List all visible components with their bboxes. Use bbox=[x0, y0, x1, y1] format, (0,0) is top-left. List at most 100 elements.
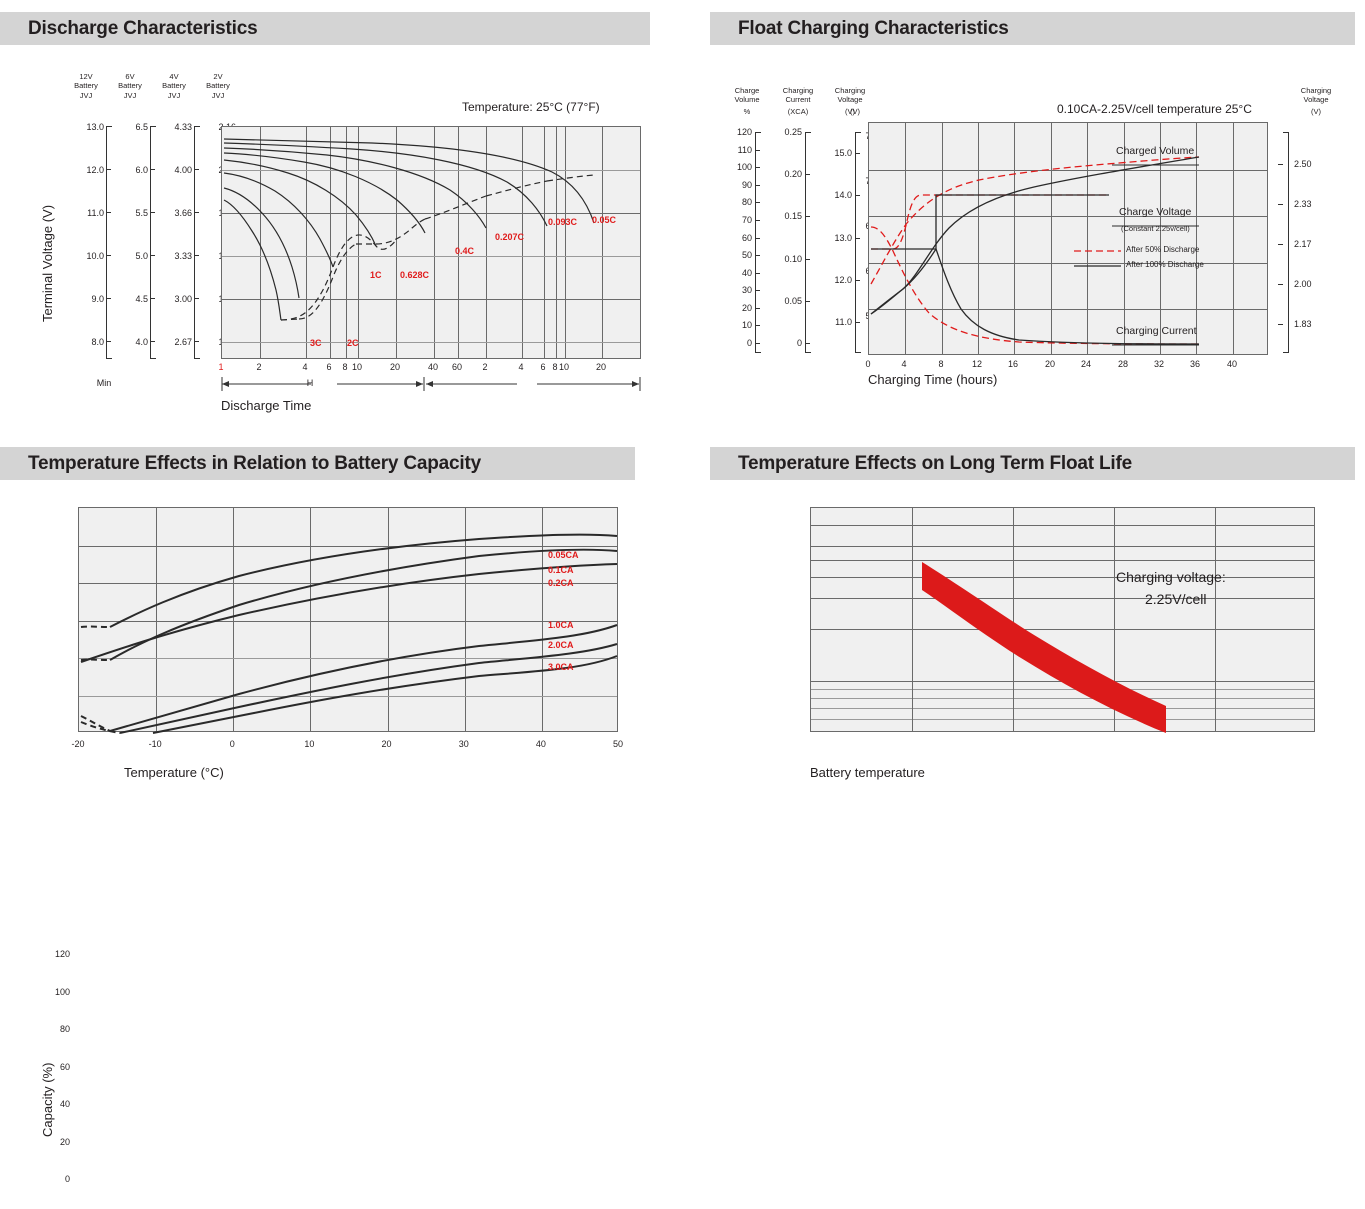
float-current-value-3: 0.10 bbox=[784, 253, 802, 264]
floatlife-annotation-line2: 2.25V/cell bbox=[1145, 591, 1207, 607]
capacity-gridline-h-3 bbox=[79, 621, 617, 622]
discharge-scale-2-tick-3 bbox=[194, 255, 199, 256]
float-xtick-8: 32 bbox=[1153, 359, 1164, 369]
float-volume-tick-12 bbox=[755, 343, 760, 344]
float-right-value-2: 2.17 bbox=[1294, 239, 1312, 249]
float-right-value-3: 2.00 bbox=[1294, 279, 1312, 289]
float-head-charging-voltage: Charging Voltage bbox=[834, 86, 866, 105]
float-x-axis-label: Charging Time (hours) bbox=[868, 372, 998, 387]
discharge-gridline-v-1 bbox=[260, 127, 261, 358]
float-right-value-1: 2.33 bbox=[1294, 199, 1312, 209]
discharge-scale-0-tick-3 bbox=[106, 255, 111, 256]
discharge-xtick-10: 4 bbox=[518, 362, 524, 372]
float-chgvolt-value-1: 14.0 bbox=[834, 190, 852, 201]
float-xtick-3: 12 bbox=[971, 359, 982, 369]
float-scale-bracket-volume bbox=[755, 132, 761, 353]
capacity-xtick-4: 20 bbox=[381, 739, 392, 749]
float-volume-value-5: 70 bbox=[741, 214, 752, 225]
discharge-scale-1-tick-5 bbox=[150, 341, 155, 342]
float-volume-tick-10 bbox=[755, 307, 760, 309]
discharge-condition-note: Temperature: 25°C (77°F) bbox=[462, 100, 600, 114]
capacity-x-axis-label: Temperature (°C) bbox=[124, 765, 224, 780]
float-chgvolt-value-0: 15.0 bbox=[834, 148, 852, 159]
float-chgvolt-tick-1 bbox=[855, 195, 860, 197]
discharge-scale-1-value-0: 6.5 bbox=[135, 122, 148, 132]
float-chgvolt-value-3: 12.0 bbox=[834, 274, 852, 285]
float-gridline-v-1 bbox=[905, 123, 906, 354]
float-chgvolt-value-4: 11.0 bbox=[835, 316, 852, 327]
float-current-tick-1 bbox=[805, 174, 810, 176]
float-gridline-v-10 bbox=[1233, 123, 1234, 354]
float-volume-value-8: 40 bbox=[741, 267, 752, 278]
capacity-ytick-4: 40 bbox=[59, 1099, 70, 1109]
float-volume-value-9: 30 bbox=[741, 285, 752, 296]
float-unit-percent: % bbox=[743, 107, 751, 116]
discharge-range-brackets bbox=[221, 377, 641, 391]
float-current-tick-3 bbox=[805, 258, 810, 260]
discharge-scale-0-value-3: 10.0 bbox=[86, 251, 104, 261]
capacity-gridline-v-2 bbox=[233, 508, 234, 731]
discharge-scale-1-tick-4 bbox=[150, 298, 155, 299]
capacity-gridline-h-2 bbox=[79, 583, 617, 584]
float-plot-area: Charged Volume Charge Voltage (Constant … bbox=[868, 122, 1268, 355]
discharge-scale-2-value-0: 4.33 bbox=[174, 122, 192, 132]
discharge-label-0093c: 0.093C bbox=[548, 217, 578, 227]
scale-head-6v: 6V Battery JVJ bbox=[118, 72, 142, 100]
discharge-xtick-7: 40 bbox=[427, 362, 438, 372]
float-right-tick-2 bbox=[1278, 244, 1283, 245]
float-right-tick-4 bbox=[1278, 324, 1283, 325]
float-volume-tick-9 bbox=[755, 290, 760, 292]
discharge-scale-2-tick-5 bbox=[194, 341, 199, 342]
discharge-scale-2-value-2: 3.66 bbox=[174, 208, 192, 218]
panel-floatlife: Temperature Effects on Long Term Float L… bbox=[710, 447, 1365, 792]
discharge-scale-0-value-5: 8.0 bbox=[91, 337, 104, 347]
capacity-ytick-5: 20 bbox=[59, 1136, 70, 1147]
float-chgvolt-tick-0 bbox=[855, 153, 860, 155]
floatlife-x-axis-label: Battery temperature bbox=[810, 765, 925, 780]
discharge-gridline-v-3 bbox=[330, 127, 331, 358]
panel-float-header: Float Charging Characteristics bbox=[710, 12, 1355, 45]
discharge-xtick-13: 10 bbox=[558, 362, 569, 372]
float-xtick-0: 0 bbox=[865, 359, 871, 369]
discharge-gridline-v-12 bbox=[556, 127, 557, 358]
discharge-gridline-v-14 bbox=[602, 127, 603, 358]
capacity-label-30ca: 3.0CA bbox=[548, 662, 574, 672]
panel-capacity-header: Temperature Effects in Relation to Batte… bbox=[0, 447, 635, 480]
float-current-tick-5 bbox=[805, 343, 810, 344]
float-current-value-1: 0.20 bbox=[784, 169, 802, 180]
discharge-xtick-8: 60 bbox=[451, 362, 462, 372]
scale-head-4v: 4V Battery JVJ bbox=[162, 72, 186, 100]
float-gridline-v-5 bbox=[1051, 123, 1052, 354]
discharge-scale-1-tick-2 bbox=[150, 212, 155, 213]
float-gridline-v-9 bbox=[1196, 123, 1197, 354]
panel-floatlife-title: Temperature Effects on Long Term Float L… bbox=[738, 452, 1132, 474]
discharge-xtick-0: 1 bbox=[218, 362, 224, 372]
panel-floatlife-header: Temperature Effects on Long Term Float L… bbox=[710, 447, 1355, 480]
capacity-gridline-v-5 bbox=[465, 508, 466, 731]
capacity-xtick-6: 40 bbox=[535, 739, 546, 749]
float-volume-value-4: 80 bbox=[741, 197, 752, 208]
discharge-curves bbox=[223, 138, 595, 321]
capacity-curves bbox=[80, 533, 618, 734]
float-chgvolt-value-2: 13.0 bbox=[834, 232, 852, 243]
capacity-xtick-7: 50 bbox=[612, 739, 623, 749]
float-right-tick-3 bbox=[1278, 284, 1283, 285]
float-gridline-h-2 bbox=[869, 216, 1267, 217]
float-volume-value-6: 60 bbox=[741, 232, 752, 243]
floatlife-gridline-h-4 bbox=[811, 577, 1314, 578]
scale-head-2v: 2V Battery JVJ bbox=[206, 72, 230, 100]
float-curves bbox=[870, 156, 1200, 346]
discharge-gridline-v-8 bbox=[458, 127, 459, 358]
capacity-label-02ca: 0.2CA bbox=[548, 578, 574, 588]
panel-capacity-title: Temperature Effects in Relation to Batte… bbox=[28, 452, 481, 474]
float-xtick-10: 40 bbox=[1226, 359, 1237, 369]
discharge-xtick-6: 20 bbox=[389, 362, 400, 372]
capacity-xtick-2: 0 bbox=[229, 739, 235, 749]
float-volume-value-12: 0 bbox=[746, 338, 752, 348]
discharge-label-1c: 1C bbox=[370, 270, 382, 280]
float-scale-bracket-chgvolt bbox=[855, 132, 861, 353]
float-xtick-4: 16 bbox=[1007, 359, 1018, 369]
float-current-value-2: 0.15 bbox=[784, 211, 802, 222]
discharge-xtick-9: 2 bbox=[482, 362, 488, 372]
float-gridline-h-3 bbox=[869, 263, 1267, 264]
